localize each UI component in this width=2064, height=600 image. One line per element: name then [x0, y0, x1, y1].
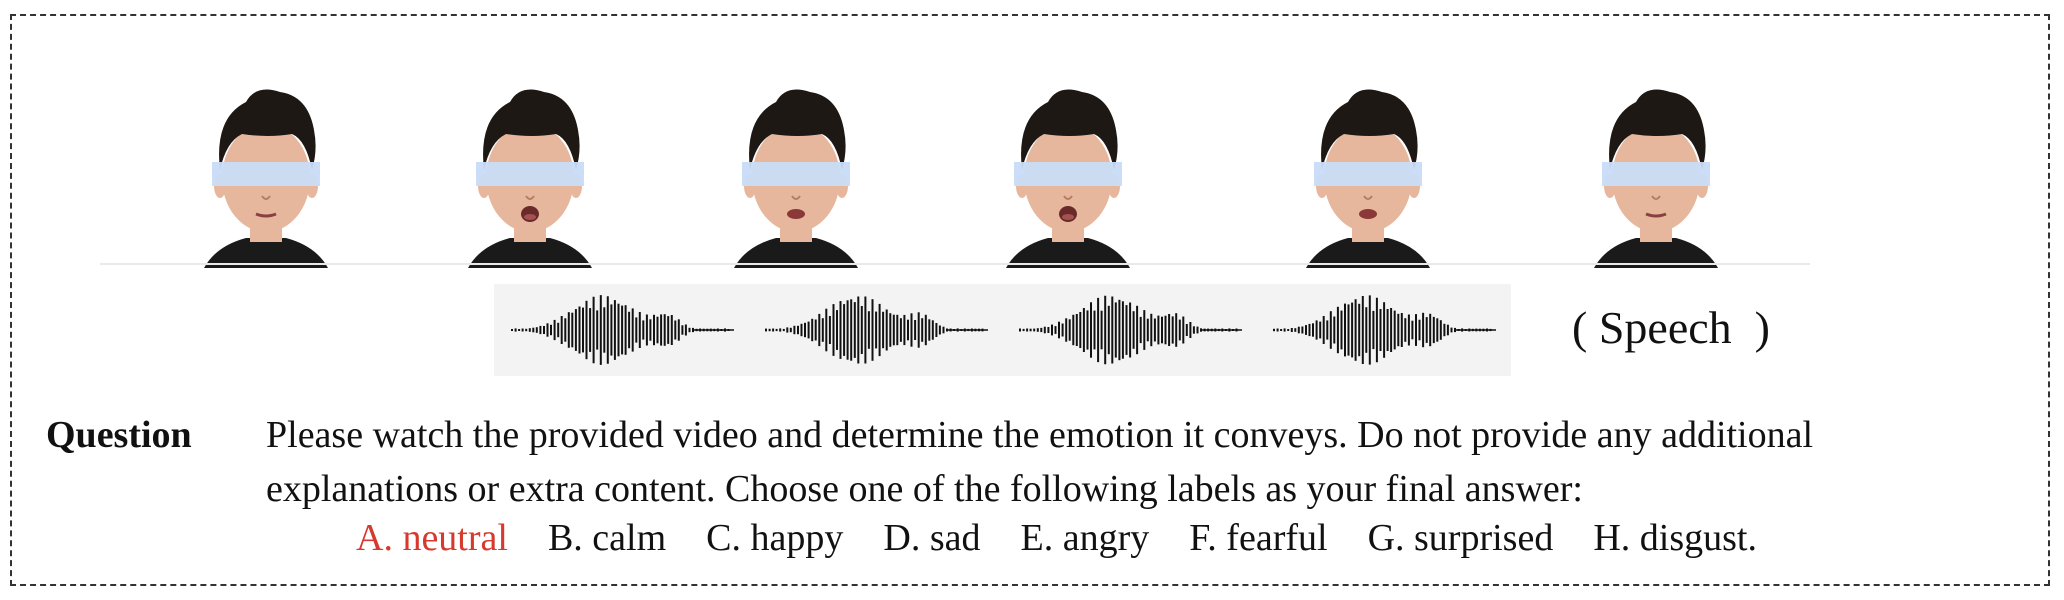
waveform-panel [1002, 284, 1257, 376]
video-frame [196, 78, 336, 268]
video-frame [460, 78, 600, 268]
waveform-panel [494, 284, 749, 376]
eye-mask [476, 162, 584, 186]
eye-mask [1602, 162, 1710, 186]
eye-mask [1314, 162, 1422, 186]
video-frame [726, 78, 866, 268]
question-line-1: Please watch the provided video and dete… [266, 414, 1814, 456]
eye-mask [1014, 162, 1122, 186]
option-g: G. surprised [1367, 517, 1554, 559]
question-text: Please watch the provided video and dete… [266, 408, 2006, 516]
waveform-panel [1256, 284, 1511, 376]
eye-mask [742, 162, 850, 186]
option-d: D. sad [883, 517, 981, 559]
option-e: E. angry [1020, 517, 1150, 559]
video-frame [998, 78, 1138, 268]
answer-options: A. neutral B. calm C. happy D. sad E. angry F… [356, 511, 1757, 565]
option-b: B. calm [547, 517, 667, 559]
waveform-panel [748, 284, 1003, 376]
eye-mask [212, 162, 320, 186]
option-f: F. fearful [1189, 517, 1328, 559]
video-frame [1298, 78, 1438, 268]
question-line-2: explanations or extra content. Choose on… [266, 468, 1583, 510]
frames-baseline [100, 263, 1810, 265]
modality-label: ( Speech ) [1572, 302, 1770, 353]
video-frames-row [0, 0, 2064, 270]
option-a: A. neutral [356, 517, 508, 559]
video-frame [1586, 78, 1726, 268]
question-label: Question [46, 414, 192, 456]
option-h: H. disgust. [1593, 517, 1757, 559]
option-c: C. happy [706, 517, 844, 559]
dashed-border-frame [10, 14, 2050, 586]
